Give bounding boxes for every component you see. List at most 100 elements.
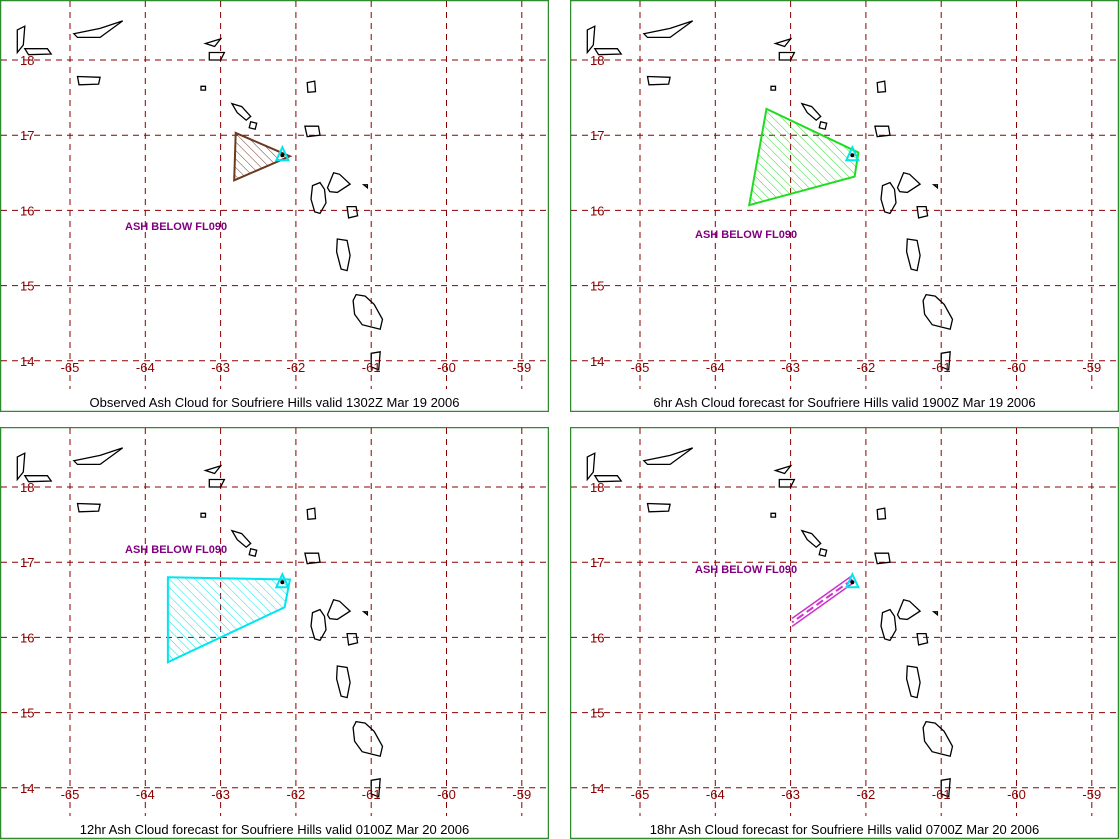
volcano-icon: [844, 571, 860, 589]
island-guadeloupe-basse-terre: [310, 181, 327, 215]
island-guadeloupe-grande-terre: [326, 172, 352, 194]
island-saba: [200, 85, 207, 91]
island-guadeloupe-basse-terre: [310, 608, 327, 642]
lon-tick-label: -63: [211, 787, 230, 802]
lon-tick-label: -59: [512, 360, 531, 375]
island-nevis: [248, 547, 258, 557]
lat-tick-label: 18: [20, 480, 34, 495]
island-anguilla: [203, 37, 223, 48]
lon-tick-label: -63: [781, 787, 800, 802]
lat-tick-label: 17: [590, 128, 604, 143]
island-marie-galante: [916, 632, 929, 646]
ash-cloud-band: [791, 578, 853, 624]
island-desirade: [931, 184, 939, 190]
island-st-croix: [646, 502, 671, 513]
lat-tick-label: 15: [590, 279, 604, 294]
island-barbuda: [306, 80, 317, 94]
lon-tick-label: -61: [362, 787, 381, 802]
island-nevis: [818, 120, 828, 130]
montserrat-island: [850, 580, 855, 585]
island-st-lucia: [370, 778, 381, 798]
island-st-kitts: [800, 529, 822, 549]
island-marie-galante: [346, 632, 359, 646]
ash-cloud-band: [791, 582, 853, 627]
island-anguilla: [773, 464, 793, 475]
ash-level-label: ASH BELOW FL090: [695, 564, 797, 576]
island-st-lucia: [370, 351, 381, 371]
map-canvas: 18 17 16 15 14 -65 -64 -63 -62 -61 -60 -59 ASH BELOW…: [0, 427, 549, 839]
lat-tick-label: 14: [590, 781, 604, 796]
map-panel-6hr: 18 17 16 15 14 -65 -64 -63 -62 -61 -60 -59 ASH BELOW…: [570, 0, 1119, 412]
lat-tick-label: 14: [20, 354, 34, 369]
island-martinique: [922, 720, 954, 757]
lat-tick-label: 14: [20, 781, 34, 796]
lon-tick-label: -64: [706, 787, 725, 802]
island-guadeloupe-grande-terre: [896, 172, 922, 194]
lon-tick-label: -65: [631, 787, 650, 802]
island-antigua: [874, 125, 891, 138]
lat-tick-label: 16: [590, 203, 604, 218]
lon-tick-label: -60: [437, 787, 456, 802]
ash-cloud-polygon: [166, 576, 292, 664]
ash-level-label: ASH BELOW FL090: [695, 229, 797, 241]
island-barbuda: [876, 80, 887, 94]
island-nevis: [818, 547, 828, 557]
island-martinique: [352, 720, 384, 757]
ash-cloud-polygon: [233, 131, 293, 182]
island-virgin-islands: [72, 20, 124, 39]
lon-tick-label: -60: [437, 360, 456, 375]
island-martinique: [922, 293, 954, 330]
island-st-lucia: [940, 351, 951, 371]
lat-tick-label: 15: [20, 706, 34, 721]
island-dominica: [335, 665, 351, 699]
island-guadeloupe-basse-terre: [880, 181, 897, 215]
island-vieques: [23, 475, 53, 483]
lon-tick-label: -62: [857, 360, 876, 375]
lat-tick-label: 16: [20, 630, 34, 645]
island-st-croix: [76, 75, 101, 86]
island-antigua: [874, 552, 891, 565]
lon-tick-label: -64: [706, 360, 725, 375]
island-st-martin: [778, 478, 796, 488]
island-nevis: [248, 120, 258, 130]
island-puerto-rico-east: [16, 25, 26, 55]
island-dominica: [905, 665, 921, 699]
panel-caption: Observed Ash Cloud for Soufriere Hills v…: [89, 395, 460, 410]
map-canvas: 18 17 16 15 14 -65 -64 -63 -62 -61 -60 -59 ASH BELOW…: [570, 427, 1119, 839]
lon-tick-label: -62: [857, 787, 876, 802]
montserrat-island: [850, 153, 855, 158]
lon-tick-label: -62: [287, 360, 306, 375]
island-saba: [200, 512, 207, 518]
lon-tick-label: -65: [631, 360, 650, 375]
island-virgin-islands: [72, 447, 124, 466]
panel-frame: [0, 427, 549, 839]
lat-tick-label: 18: [590, 480, 604, 495]
volcano-icon: [274, 571, 290, 589]
island-guadeloupe-grande-terre: [326, 599, 352, 621]
island-anguilla: [203, 464, 223, 475]
island-desirade: [931, 611, 939, 617]
island-martinique: [352, 293, 384, 330]
lon-tick-label: -62: [287, 787, 306, 802]
island-st-martin: [208, 51, 226, 61]
lat-tick-label: 17: [20, 555, 34, 570]
volcano-icon: [274, 144, 290, 162]
map-canvas: 18 17 16 15 14 -65 -64 -63 -62 -61 -60 -59 ASH BELOW…: [0, 0, 549, 412]
island-st-martin: [208, 478, 226, 488]
lat-tick-label: 16: [20, 203, 34, 218]
map-panel-observed: 18 17 16 15 14 -65 -64 -63 -62 -61 -60 -59 ASH BELOW…: [0, 0, 549, 412]
island-st-croix: [646, 75, 671, 86]
panel-caption: 18hr Ash Cloud forecast for Soufriere Hi…: [649, 822, 1040, 837]
island-st-kitts: [800, 102, 822, 122]
island-vieques: [593, 475, 623, 483]
island-st-croix: [76, 502, 101, 513]
island-puerto-rico-east: [586, 25, 596, 55]
island-puerto-rico-east: [586, 452, 596, 482]
ash-level-label: ASH BELOW FL090: [125, 221, 227, 233]
island-antigua: [304, 552, 321, 565]
island-barbuda: [876, 507, 887, 521]
island-vieques: [23, 48, 53, 56]
island-desirade: [361, 611, 369, 617]
montserrat-island: [280, 580, 285, 585]
lat-tick-label: 18: [20, 53, 34, 68]
